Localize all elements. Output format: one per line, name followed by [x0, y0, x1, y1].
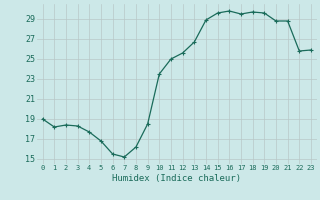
X-axis label: Humidex (Indice chaleur): Humidex (Indice chaleur): [112, 174, 241, 183]
